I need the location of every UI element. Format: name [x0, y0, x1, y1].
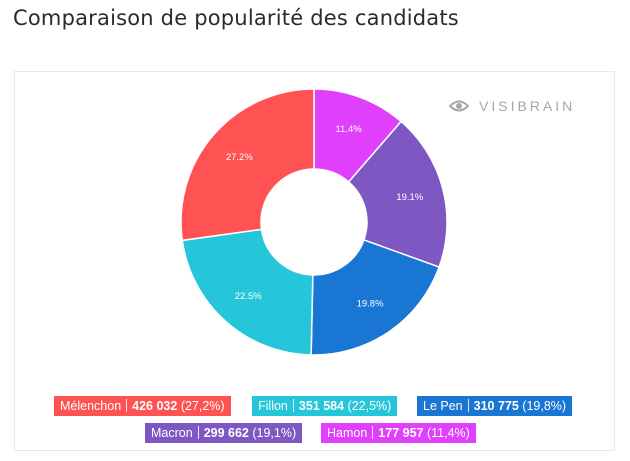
slice-label: 11.4%: [335, 124, 362, 135]
legend-percent: (19,1%): [248, 426, 297, 440]
slice-label: 27.2%: [226, 152, 253, 163]
watermark: VISIBRAIN: [449, 98, 575, 114]
legend-item-m-lenchon[interactable]: Mélenchon 426 032 (27,2%): [54, 396, 231, 416]
legend-separator: [372, 426, 374, 439]
legend-separator: [126, 399, 128, 412]
legend-name: Le Pen: [423, 399, 463, 413]
legend-percent: (27,2%): [177, 399, 225, 413]
legend-item-hamon[interactable]: Hamon 177 957 (11,4%): [321, 423, 476, 443]
legend-name: Hamon: [327, 426, 368, 440]
legend-value: 299 662: [203, 426, 249, 440]
slice-m-lenchon[interactable]: [180, 88, 315, 242]
legend-percent: (19,8%): [518, 399, 567, 413]
legend-item-le-pen[interactable]: Le Pen 310 775 (19,8%): [417, 396, 573, 416]
legend-value: 426 032: [132, 399, 178, 413]
slice-label: 19.1%: [396, 192, 423, 203]
legend-separator: [467, 399, 469, 412]
legend-value: 351 584: [298, 399, 345, 413]
legend-separator: [292, 399, 294, 412]
legend-name: Macron: [151, 426, 193, 440]
legend-value: 310 775: [473, 399, 519, 413]
legend-percent: (11,4%): [423, 426, 470, 440]
legend-percent: (22,5%): [344, 399, 392, 413]
watermark-text: VISIBRAIN: [479, 98, 576, 114]
eye-icon: [449, 100, 469, 112]
legend-value: 177 957: [378, 426, 424, 440]
legend-name: Mélenchon: [60, 399, 122, 413]
legend-name: Fillon: [258, 399, 288, 413]
legend-item-fillon[interactable]: Fillon 351 584 (22,5%): [252, 396, 398, 416]
slice-fillon[interactable]: [181, 228, 314, 356]
slice-label: 22.5%: [235, 291, 262, 302]
slice-label: 19.8%: [357, 299, 384, 310]
page-title: Comparaison de popularité des candidats: [13, 6, 459, 30]
slice-macron[interactable]: [347, 120, 448, 269]
legend-item-macron[interactable]: Macron 299 662 (19,1%): [145, 423, 303, 443]
slice-le-pen[interactable]: [310, 238, 441, 356]
legend-separator: [197, 426, 199, 439]
